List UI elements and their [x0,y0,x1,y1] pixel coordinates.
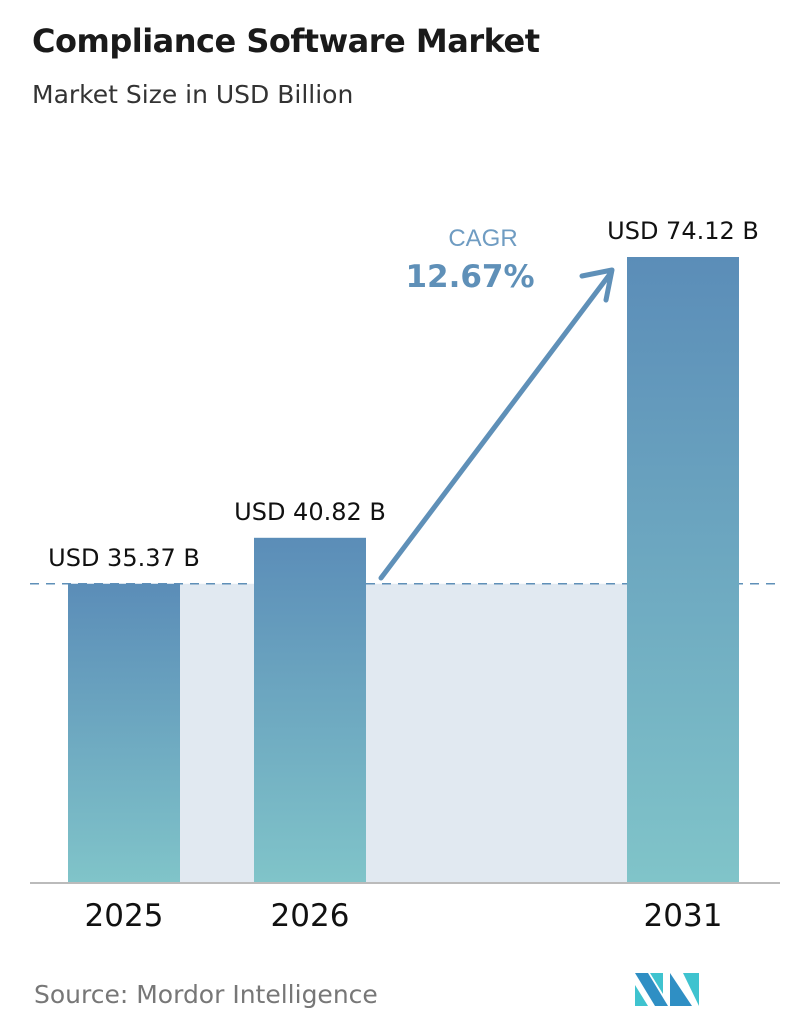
data-label-2026: USD 40.82 B [234,498,386,526]
bar-2031 [627,257,739,882]
x-tick-label: 2026 [271,898,350,934]
mordor-logo [635,973,699,1006]
bar-2025 [68,583,180,882]
cagr-label: CAGR [448,225,517,252]
x-tick-label: 2031 [644,898,723,934]
chart-subtitle: Market Size in USD Billion [32,80,354,109]
cagr-value: 12.67% [405,259,534,295]
bar-2026 [254,537,366,882]
cagr-arrow [378,267,615,581]
x-tick-label: 2025 [85,898,164,934]
data-label-2025: USD 35.37 B [48,544,200,572]
data-label-2031: USD 74.12 B [607,217,759,245]
baseline-shade [180,583,627,882]
source-note: Source: Mordor Intelligence [34,980,378,1009]
chart-title: Compliance Software Market [32,22,540,60]
